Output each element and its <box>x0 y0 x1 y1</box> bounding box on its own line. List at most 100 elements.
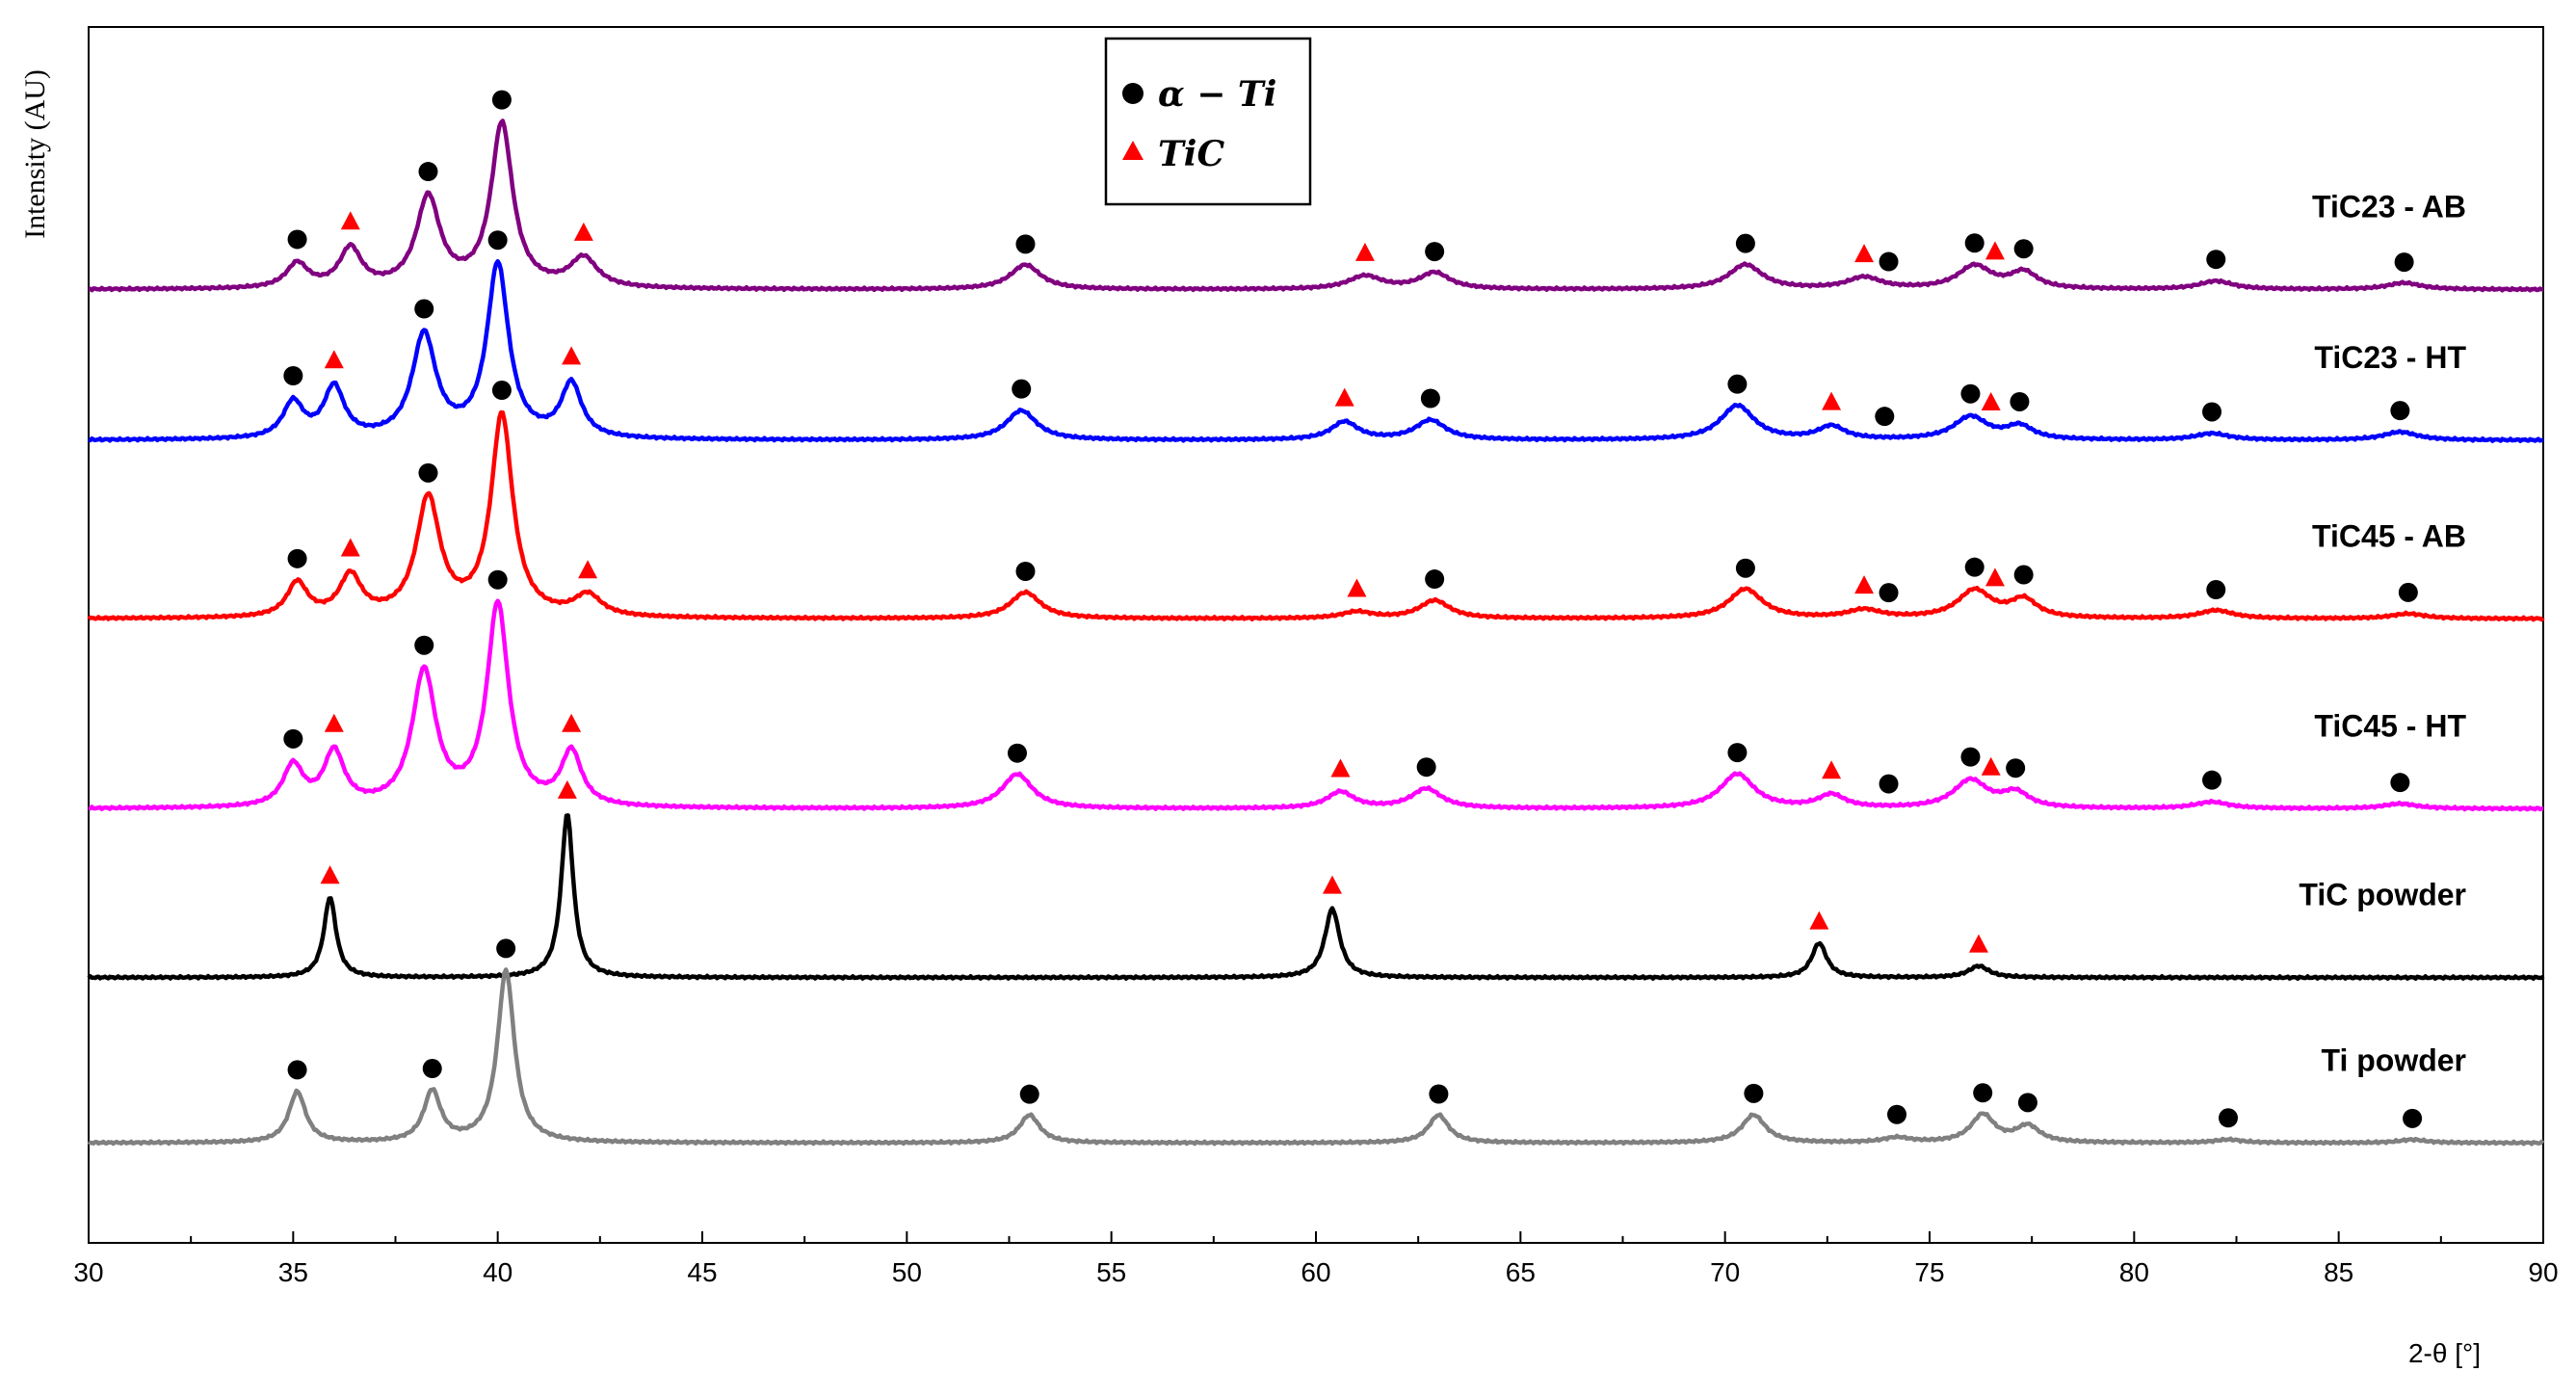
tic-marker <box>340 211 360 230</box>
legend-tic-marker <box>1122 141 1143 160</box>
alpha-ti-marker <box>491 381 512 401</box>
alpha-ti-marker <box>1735 558 1755 578</box>
alpha-ti-marker <box>2390 773 2410 793</box>
alpha-ti-marker <box>1425 569 1445 590</box>
x-tick-label: 50 <box>892 1257 922 1287</box>
tic-marker <box>557 779 577 799</box>
plot-frame <box>88 26 2544 1244</box>
series-label-tic23-ht: TiC23 - HT <box>2314 340 2466 375</box>
alpha-ti-marker <box>283 366 303 386</box>
alpha-ti-marker <box>2394 252 2414 273</box>
series-label-tic23-ab: TiC23 - AB <box>2312 190 2466 224</box>
alpha-ti-marker <box>1735 233 1755 253</box>
alpha-ti-marker <box>1019 1084 1039 1104</box>
alpha-ti-marker <box>418 462 438 483</box>
alpha-ti-marker <box>487 230 508 251</box>
alpha-ti-marker <box>1420 388 1440 409</box>
legend-box <box>1104 37 1312 206</box>
tic-marker <box>562 346 582 365</box>
alpha-ti-marker <box>287 1060 307 1080</box>
series-line-tic45-ab <box>87 409 2545 622</box>
x-tick-label: 30 <box>73 1257 103 1287</box>
tic-marker <box>1809 910 1829 930</box>
alpha-ti-marker <box>2202 402 2222 422</box>
tic-marker <box>1854 244 1875 263</box>
tic-marker <box>1981 756 2001 776</box>
alpha-ti-marker <box>1887 1104 1907 1124</box>
alpha-ti-marker <box>1744 1083 1764 1103</box>
alpha-ti-marker <box>1973 1083 1993 1103</box>
alpha-ti-marker <box>1425 242 1445 262</box>
tic-marker <box>573 222 593 241</box>
tic-marker <box>1985 241 2005 260</box>
alpha-ti-marker <box>487 569 508 590</box>
tic-marker <box>1822 391 1842 410</box>
alpha-ti-marker <box>414 299 434 319</box>
alpha-ti-marker <box>491 90 512 110</box>
alpha-ti-marker <box>1879 251 1899 272</box>
tic-marker <box>1334 387 1354 407</box>
alpha-ti-marker <box>1015 234 1036 254</box>
tic-marker <box>324 350 344 369</box>
alpha-ti-marker <box>287 229 307 250</box>
x-tick-label: 35 <box>278 1257 308 1287</box>
alpha-ti-marker <box>1964 557 1985 577</box>
alpha-ti-marker <box>2013 565 2034 585</box>
alpha-ti-marker <box>2398 582 2418 602</box>
series-label-tic45-ht: TiC45 - HT <box>2314 709 2466 744</box>
legend: α − Ti TiC <box>1104 37 1312 206</box>
x-tick-label: 80 <box>2119 1257 2149 1287</box>
series-label-tic-powder: TiC powder <box>2299 878 2466 912</box>
tic-marker <box>1330 758 1351 778</box>
series-line-tic45-ht <box>88 598 2544 812</box>
legend-alpha-ti-label: α − Ti <box>1158 74 1276 115</box>
tic-marker <box>578 560 598 579</box>
tic-marker <box>1822 760 1842 779</box>
alpha-ti-marker <box>1429 1084 1449 1104</box>
alpha-ti-marker <box>2206 250 2226 270</box>
x-tick-label: 70 <box>1710 1257 1740 1287</box>
alpha-ti-marker <box>1007 743 1027 763</box>
series-label-ti-powder: Ti powder <box>2321 1042 2466 1077</box>
alpha-ti-marker <box>2403 1108 2423 1128</box>
alpha-ti-marker <box>1879 774 1899 794</box>
series-line-ti-powder <box>87 967 2545 1147</box>
series-line-tic23-ht <box>88 258 2544 443</box>
alpha-ti-marker <box>414 635 434 655</box>
alpha-ti-marker <box>418 162 438 182</box>
x-axis-title: 2-θ [°] <box>2408 1338 2481 1368</box>
alpha-ti-marker <box>2010 391 2030 411</box>
alpha-ti-marker <box>2006 758 2026 778</box>
phase-markers <box>283 90 2423 1128</box>
alpha-ti-marker <box>1875 407 1895 427</box>
alpha-ti-marker <box>1727 743 1748 763</box>
alpha-ti-marker <box>2202 770 2222 790</box>
alpha-ti-marker <box>1960 383 1981 404</box>
x-tick-label: 65 <box>1506 1257 1536 1287</box>
x-tick-label: 90 <box>2528 1257 2558 1287</box>
x-axis-ticks: 30 35 40 45 50 55 60 65 70 75 80 85 90 <box>73 1231 2559 1287</box>
alpha-ti-marker <box>283 728 303 749</box>
alpha-ti-marker <box>1012 379 1032 399</box>
alpha-ti-marker <box>2206 580 2226 600</box>
alpha-ti-marker <box>1727 374 1748 394</box>
alpha-ti-marker <box>2017 1093 2037 1113</box>
alpha-ti-marker <box>2390 401 2410 421</box>
tic-marker <box>320 865 340 884</box>
x-tick-label: 85 <box>2324 1257 2353 1287</box>
x-tick-label: 55 <box>1096 1257 1126 1287</box>
alpha-ti-marker <box>422 1059 442 1079</box>
x-tick-label: 75 <box>1914 1257 1944 1287</box>
alpha-ti-marker <box>1964 233 1985 253</box>
x-tick-label: 40 <box>483 1257 513 1287</box>
legend-alpha-ti-marker <box>1122 83 1143 104</box>
tic-marker <box>1981 392 2001 411</box>
tic-marker <box>1354 242 1375 261</box>
alpha-ti-marker <box>1879 583 1899 603</box>
alpha-ti-marker <box>1960 747 1981 767</box>
x-tick-label: 60 <box>1301 1257 1330 1287</box>
series-line-tic-powder <box>87 813 2545 981</box>
y-axis-title: Intensity (AU) <box>19 69 51 239</box>
alpha-ti-marker <box>496 938 516 959</box>
